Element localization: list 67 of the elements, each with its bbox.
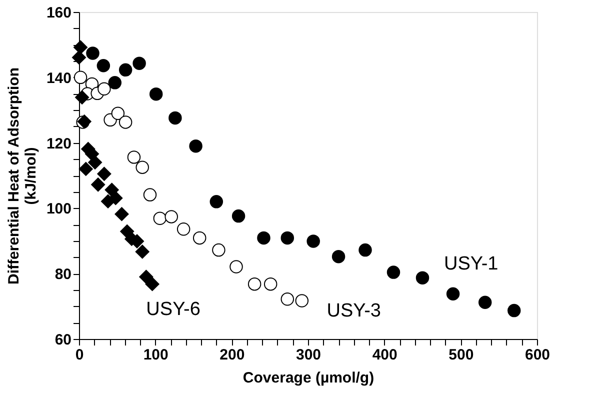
x-tick-label: 200 <box>220 346 245 364</box>
point <box>295 294 309 308</box>
series-label: USY-3 <box>326 300 382 322</box>
x-tick-label: 100 <box>143 346 168 364</box>
x-tick-label: 300 <box>296 346 322 364</box>
y-tick-label: 140 <box>46 70 72 87</box>
point <box>139 270 154 284</box>
point <box>358 243 372 257</box>
point <box>264 277 278 291</box>
y-tick-label: 80 <box>54 266 72 284</box>
y-axis-title: Differential Heat of Adsorption (kJ/mol) <box>5 68 40 284</box>
point <box>153 212 167 225</box>
x-tick-label: 500 <box>448 346 474 364</box>
point <box>332 250 346 264</box>
point <box>257 231 270 245</box>
point <box>111 106 125 120</box>
point <box>168 111 182 125</box>
point <box>74 40 88 54</box>
point <box>232 209 246 223</box>
point <box>164 210 178 224</box>
point <box>108 76 122 90</box>
point <box>135 244 150 259</box>
point <box>118 116 132 129</box>
x-axis-title: Coverage (µmol/g) <box>242 370 374 386</box>
point <box>248 277 262 291</box>
point <box>478 296 492 309</box>
y-tick-label: 120 <box>46 135 72 152</box>
point <box>91 178 106 192</box>
point <box>108 191 123 206</box>
point <box>192 231 206 245</box>
point <box>96 59 110 72</box>
point <box>189 139 202 153</box>
point <box>507 304 521 318</box>
point <box>78 162 93 176</box>
point <box>145 277 160 292</box>
point <box>118 63 132 76</box>
point <box>98 82 111 96</box>
point <box>280 231 294 245</box>
point <box>446 287 460 300</box>
point <box>136 160 149 174</box>
point <box>280 292 294 306</box>
point <box>86 46 100 60</box>
point <box>72 50 86 64</box>
x-tick-label: 400 <box>372 346 398 364</box>
series-label: USY-6 <box>146 299 200 320</box>
series-label: USY-1 <box>444 254 498 275</box>
point <box>127 150 141 164</box>
y-tick-label: 60 <box>54 332 72 348</box>
x-tick-label: 600 <box>524 346 550 364</box>
point <box>386 266 400 279</box>
point <box>75 90 90 104</box>
point <box>74 70 88 84</box>
point <box>114 207 129 222</box>
point <box>97 166 112 181</box>
point <box>416 271 430 284</box>
point <box>210 195 224 208</box>
point <box>88 155 102 170</box>
point <box>176 222 190 236</box>
point <box>149 87 163 101</box>
x-tick-label: 0 <box>75 346 84 364</box>
point <box>230 260 243 274</box>
y-tick-label: 160 <box>46 4 72 22</box>
point <box>212 243 226 257</box>
point <box>132 56 146 70</box>
y-tick-label: 100 <box>46 200 72 218</box>
point <box>306 234 320 248</box>
point <box>143 188 157 202</box>
